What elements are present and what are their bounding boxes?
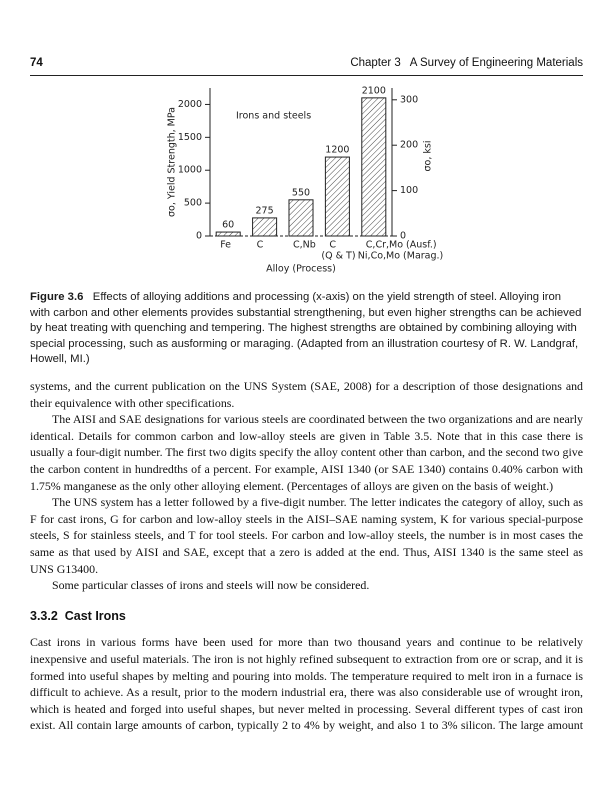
x-tick-label: C,Cr,Mo (Ausf.) [366, 240, 437, 251]
y2-tick-label: 100 [400, 185, 418, 196]
value-label: 60 [222, 220, 234, 231]
figure-caption: Figure 3.6 Effects of alloying additions… [30, 290, 583, 368]
y2-tick-label: 300 [400, 94, 418, 105]
x-tick-sublabel: (Q & T) [321, 251, 355, 262]
y-axis-label: σo, Yield Strength, MPa [167, 107, 178, 217]
bar [215, 231, 241, 237]
value-label: 550 [292, 187, 310, 198]
bar [324, 156, 350, 237]
x-tick-label: C [329, 240, 336, 251]
header-rule [30, 75, 583, 76]
y2-tick-label: 0 [400, 231, 406, 242]
value-label: 275 [256, 205, 274, 216]
x-axis-label: Alloy (Process) [266, 264, 336, 275]
paragraph: systems, and the current publication on … [30, 379, 583, 410]
x-tick-label: Fe [220, 240, 231, 251]
chart: 0 500 1000 1500 2000 0 100 200 300 σo, Yield Stre… [167, 85, 444, 275]
paragraph: The UNS system has a letter followed by … [30, 495, 583, 576]
y-tick-label: 500 [184, 198, 202, 209]
y-tick-label: 0 [196, 231, 202, 242]
paragraph: Some particular classes of irons and ste… [52, 578, 370, 593]
x-tick-label: C [257, 240, 264, 251]
paragraph: The AISI and SAE designations for variou… [30, 412, 583, 493]
bar [288, 199, 314, 237]
annotation: Irons and steels [236, 111, 311, 122]
caption-text: Effects of alloying additions and proces… [30, 291, 582, 365]
bar [361, 97, 387, 237]
body-text: systems, and the current publication on … [30, 378, 583, 734]
value-label: 2100 [362, 85, 386, 96]
page-number: 74 [30, 57, 43, 69]
bar [252, 217, 278, 237]
section-heading: 3.3.2 Cast Irons [30, 608, 126, 623]
y-tick-label: 1500 [178, 132, 202, 143]
running-title: Chapter 3 A Survey of Engineering Materi… [350, 57, 583, 69]
value-label: 1200 [325, 145, 349, 156]
y-tick-label: 2000 [178, 99, 202, 110]
figure-label: Figure 3.6 [30, 291, 84, 303]
x-tick-sublabel: Ni,Co,Mo (Marag.) [358, 251, 443, 262]
y2-tick-label: 200 [400, 140, 418, 151]
paragraph: Cast irons in various forms have been us… [30, 635, 583, 733]
y-tick-label: 1000 [178, 165, 202, 176]
y2-axis-label: σo, ksi [423, 141, 434, 172]
x-tick-label: C,Nb [293, 240, 316, 251]
